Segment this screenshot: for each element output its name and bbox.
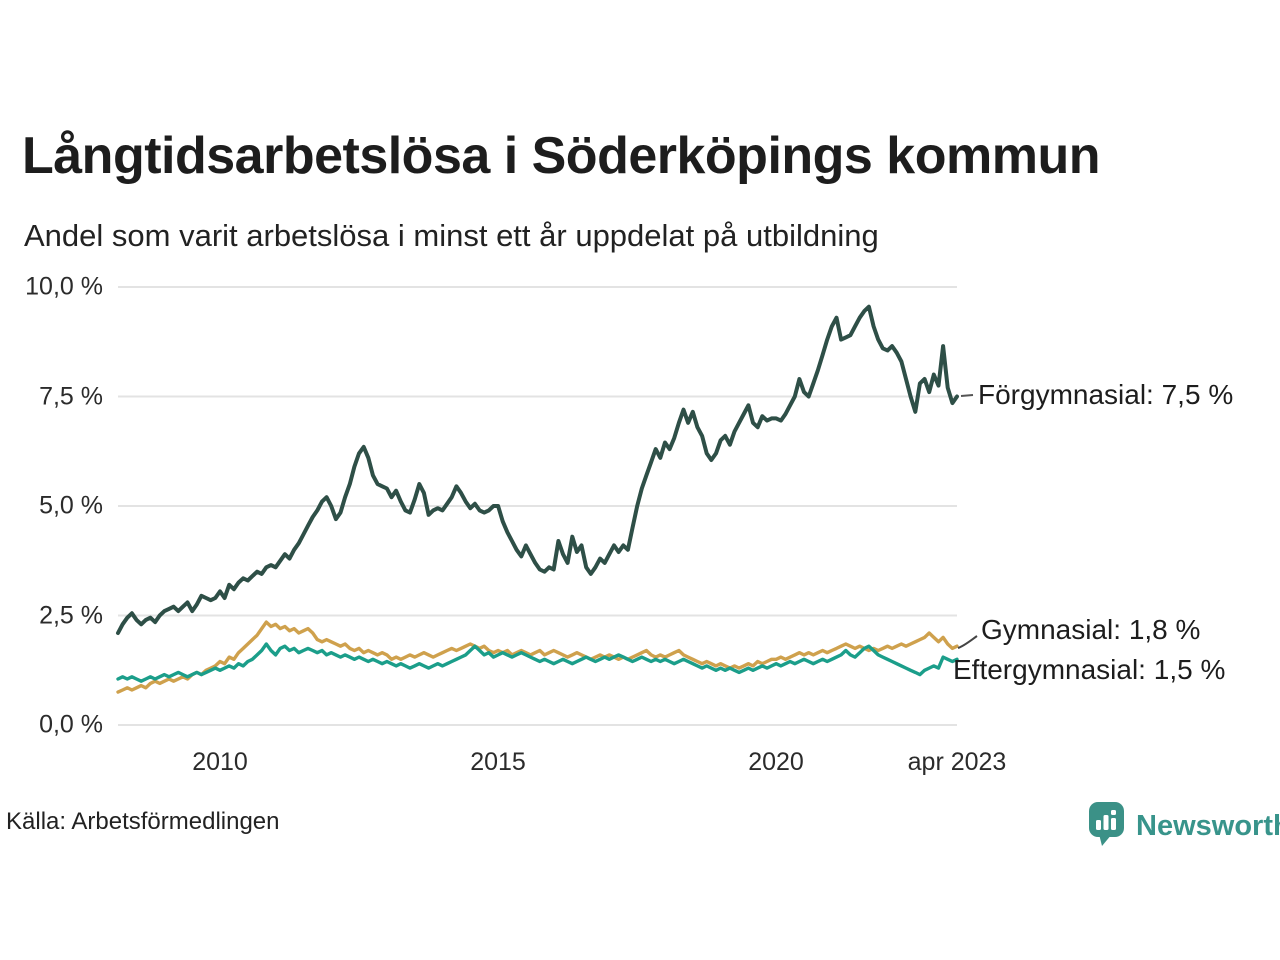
x-axis-tick-label: 2010 <box>192 748 248 776</box>
newsworthy-logo: Newsworthy <box>1088 801 1280 852</box>
annotation-eftergymnasial: Eftergymnasial: 1,5 % <box>953 654 1226 685</box>
bar-chart-badge-icon <box>1088 801 1126 852</box>
y-axis-tick-label: 7,5 % <box>39 382 103 411</box>
y-axis-tick-label: 0,0 % <box>39 710 103 739</box>
series-lines <box>116 304 959 694</box>
annotation-gymnasial: Gymnasial: 1,8 % <box>981 614 1201 645</box>
chart-subtitle: Andel som varit arbetslösa i minst ett å… <box>24 218 879 253</box>
y-axis-tick-label: 5,0 % <box>39 491 103 520</box>
annotation-forgymnasial: Förgymnasial: 7,5 % <box>978 379 1234 410</box>
y-axis-tick-label: 10,0 % <box>25 272 103 301</box>
series-line-eftergymnasial <box>116 642 959 683</box>
y-axis-tick-label: 2,5 % <box>39 601 103 630</box>
chart-title: Långtidsarbetslösa i Söderköpings kommun <box>22 127 1100 185</box>
series-line-förgymnasial <box>116 304 959 635</box>
x-axis-tick-label: apr 2023 <box>907 748 1007 776</box>
source-note: Källa: Arbetsförmedlingen <box>6 808 280 835</box>
x-axis-tick-label: 2015 <box>470 748 526 776</box>
series-line-gymnasial <box>116 620 959 694</box>
newsworthy-wordmark: Newsworthy <box>1136 810 1280 842</box>
annotation-connector-gymnasial <box>957 635 978 649</box>
x-axis-tick-label: 2020 <box>748 748 804 776</box>
gridlines <box>118 286 957 726</box>
annotation-connector-forgymnasial <box>960 394 974 397</box>
